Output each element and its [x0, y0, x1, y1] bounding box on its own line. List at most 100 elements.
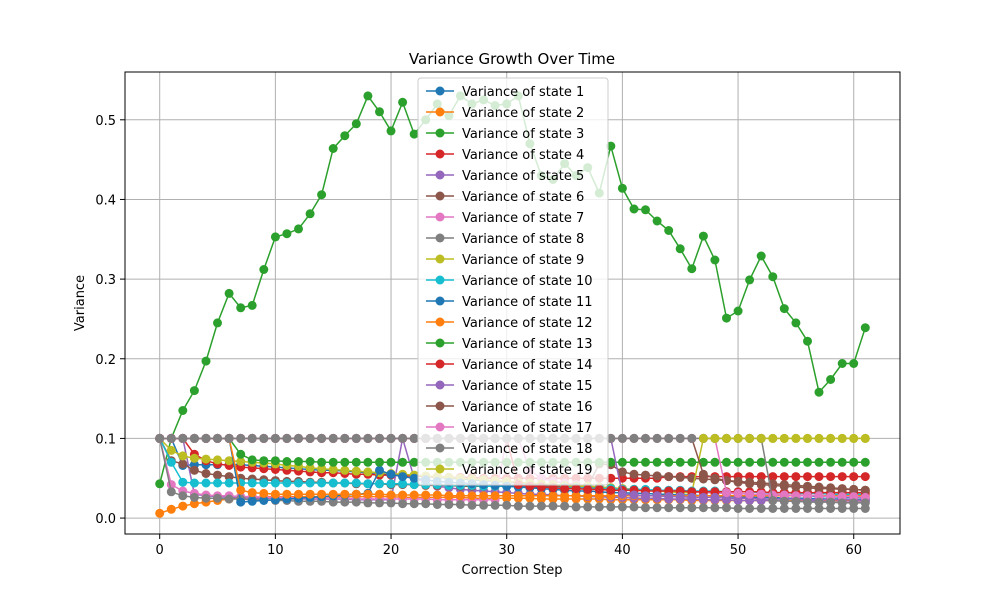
data-point: [178, 501, 188, 511]
data-point: [155, 508, 165, 518]
data-point: [571, 491, 581, 501]
data-point: [652, 433, 662, 443]
data-point: [409, 457, 419, 467]
y-tick-label: 0.4: [95, 193, 116, 208]
legend-entry: Variance of state 16: [426, 400, 593, 415]
data-point: [224, 288, 234, 298]
data-point: [594, 502, 604, 512]
legend-box: [417, 77, 609, 486]
data-point: [421, 499, 431, 509]
data-point: [305, 209, 315, 219]
data-point: [363, 489, 373, 499]
legend-swatch-marker: [435, 128, 445, 138]
data-point: [803, 483, 812, 493]
data-point: [317, 457, 327, 467]
data-point: [791, 482, 801, 492]
data-point: [710, 503, 720, 513]
data-point: [467, 491, 477, 501]
legend-label: Variance of state 10: [462, 274, 593, 289]
data-point: [178, 406, 188, 415]
data-point: [571, 502, 581, 512]
y-tick-label: 0.0: [95, 512, 116, 527]
data-point: [525, 491, 535, 501]
data-point: [548, 501, 558, 511]
data-point: [756, 489, 766, 499]
x-tick-label: 60: [845, 543, 862, 558]
data-point: [213, 455, 222, 465]
data-point: [224, 433, 234, 443]
data-point: [768, 457, 778, 467]
data-point: [849, 359, 859, 368]
data-point: [675, 492, 685, 502]
data-point: [675, 244, 685, 254]
data-point: [837, 492, 847, 502]
legend-entry: Variance of state 1: [426, 85, 584, 100]
data-point: [201, 493, 211, 503]
data-point: [571, 484, 581, 494]
legend-swatch-marker: [435, 317, 445, 327]
data-point: [814, 491, 824, 501]
data-point: [305, 489, 315, 499]
legend-entry: Variance of state 10: [426, 274, 593, 289]
data-point: [860, 457, 870, 467]
data-point: [768, 272, 778, 282]
data-point: [745, 479, 755, 489]
data-point: [398, 433, 408, 443]
data-point: [733, 477, 743, 487]
y-axis-label: Variance: [73, 275, 88, 331]
data-point: [375, 433, 384, 443]
data-point: [340, 457, 350, 467]
data-point: [629, 433, 639, 443]
chart-title: Variance Growth Over Time: [409, 50, 615, 68]
legend-swatch-marker: [435, 422, 445, 432]
legend-swatch-marker: [435, 359, 445, 369]
data-point: [814, 497, 824, 507]
data-point: [247, 300, 257, 310]
data-point: [698, 457, 708, 467]
data-point: [756, 472, 766, 482]
data-point: [698, 492, 708, 502]
legend-swatch-marker: [435, 86, 445, 96]
data-point: [803, 433, 812, 443]
data-point: [166, 487, 176, 497]
data-point: [779, 490, 789, 500]
data-point: [548, 491, 558, 501]
data-point: [270, 489, 280, 499]
data-point: [629, 502, 639, 512]
data-point: [594, 484, 604, 494]
data-point: [745, 275, 755, 285]
data-point: [409, 433, 419, 443]
data-point: [398, 499, 408, 509]
data-point: [328, 478, 338, 488]
data-point: [386, 469, 396, 479]
data-point: [814, 504, 824, 513]
data-point: [803, 491, 812, 501]
data-point: [641, 457, 650, 467]
data-point: [294, 433, 303, 443]
legend-label: Variance of state 15: [462, 379, 593, 394]
data-point: [166, 433, 176, 443]
data-point: [722, 457, 731, 467]
data-point: [444, 500, 454, 509]
data-point: [490, 500, 500, 510]
data-point: [617, 467, 627, 477]
data-point: [294, 457, 303, 466]
data-point: [826, 497, 836, 507]
x-tick-label: 40: [614, 543, 631, 558]
data-point: [641, 491, 650, 501]
data-point: [652, 216, 662, 226]
data-point: [849, 457, 859, 467]
legend-swatch-marker: [435, 338, 445, 348]
data-point: [814, 472, 824, 482]
data-point: [317, 190, 327, 200]
data-point: [617, 457, 627, 467]
data-point: [606, 141, 616, 151]
data-point: [583, 502, 593, 512]
data-point: [849, 498, 859, 508]
data-point: [733, 306, 743, 316]
data-point: [664, 457, 674, 467]
data-point: [779, 481, 789, 491]
data-point: [722, 313, 731, 323]
data-point: [351, 489, 361, 499]
data-point: [768, 496, 778, 505]
